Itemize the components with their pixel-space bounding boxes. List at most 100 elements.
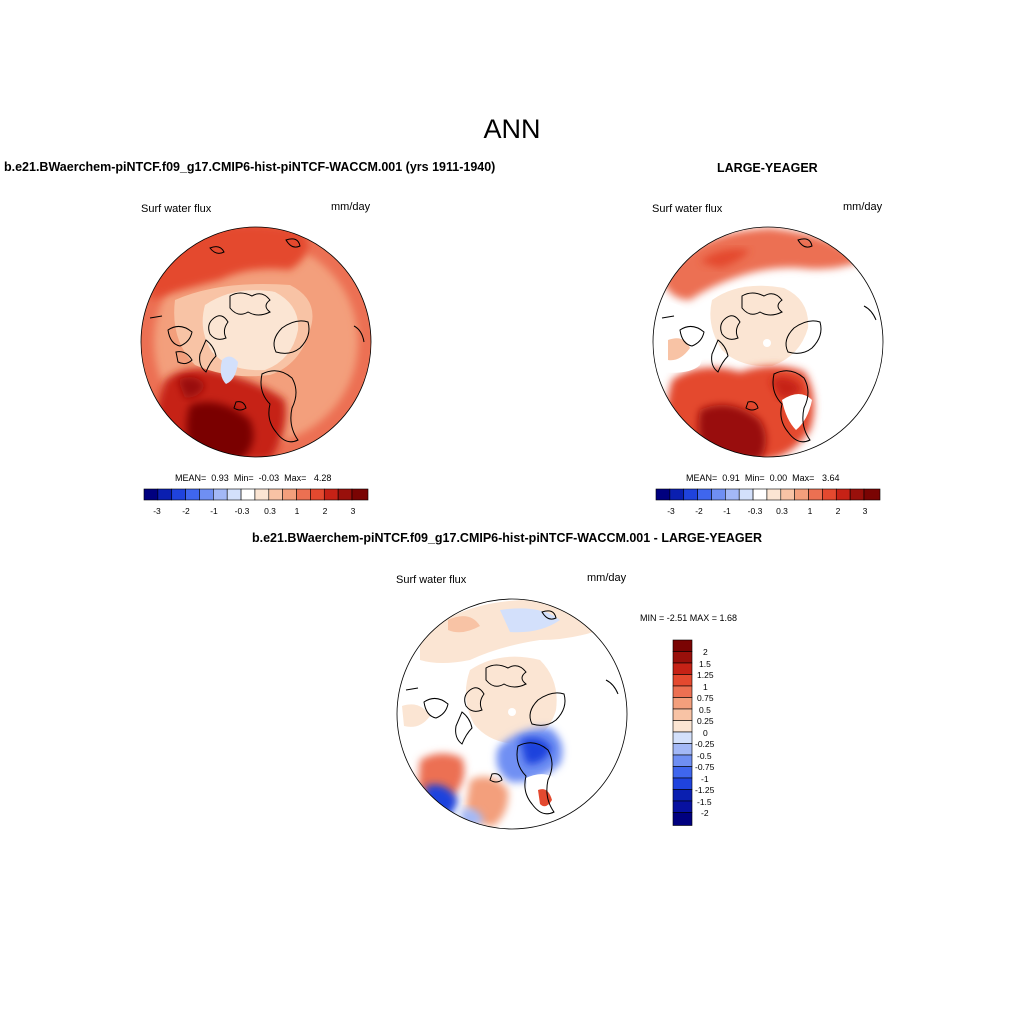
test-colorbar-label: 1	[294, 506, 300, 516]
diff-colorbar-swatch	[672, 639, 693, 652]
obs-colorbar-label: -2	[695, 506, 703, 516]
diff-colorbar-swatch	[672, 812, 693, 826]
diff-colorbar-swatch	[672, 800, 693, 813]
obs-colorbar-swatch	[849, 488, 865, 501]
test-colorbar-swatch	[268, 488, 283, 501]
test-colorbar-label: 0.3	[264, 506, 276, 516]
diff-colorbar-swatch	[672, 754, 693, 767]
diff-colorbar-label: -0.25	[695, 739, 715, 749]
test-colorbar-label: -1	[210, 506, 218, 516]
obs-colorbar-label: 0.3	[776, 506, 788, 516]
test-colorbar-swatch	[143, 488, 159, 501]
diff-colorbar-swatch	[672, 662, 693, 675]
obs-units-label: mm/day	[843, 201, 883, 213]
obs-colorbar-swatch	[725, 488, 740, 501]
test-units-label: mm/day	[331, 201, 371, 213]
diff-minmax: MIN = -2.51 MAX = 1.68	[640, 613, 738, 623]
test-colorbar-swatch	[296, 488, 311, 501]
obs-colorbar-swatch	[822, 488, 837, 501]
obs-colorbar-swatch	[766, 488, 782, 501]
test-colorbar-swatch	[310, 488, 325, 501]
obs-colorbar-swatch	[669, 488, 685, 501]
obs-colorbar-swatch	[711, 488, 726, 501]
diff-case-title: b.e21.BWaerchem-piNTCF.f09_g17.CMIP6-his…	[252, 531, 763, 545]
diff-colorbar-label: 1	[703, 682, 708, 692]
diff-colorbar-swatch	[672, 651, 693, 664]
test-min-label: Min=	[233, 473, 254, 483]
diff-colorbar-label: -2	[701, 808, 709, 818]
obs-max-value: 3.64	[821, 473, 840, 483]
test-polar-map	[140, 226, 372, 458]
obs-colorbar-swatch	[752, 488, 768, 501]
obs-colorbar-swatch	[655, 488, 671, 501]
test-stats: MEAN= 0.93 Min= -0.03 Max= 4.28	[175, 473, 331, 483]
test-variable-label: Surf water flux	[141, 203, 212, 215]
diff-colorbar-label: 1.5	[699, 659, 711, 669]
diff-polar-map	[396, 598, 628, 830]
diff-colorbar-swatch	[672, 731, 693, 744]
diff-colorbar-label: -1	[701, 774, 709, 784]
main-title: ANN	[483, 114, 541, 144]
diff-colorbar-swatch	[672, 685, 693, 698]
diff-variable-label: Surf water flux	[396, 574, 467, 586]
diff-colorbar-swatch	[672, 674, 693, 687]
diff-colorbar-swatch	[672, 708, 693, 721]
test-colorbar-swatch	[171, 488, 186, 501]
diff-colorbar-label: 0.75	[697, 693, 714, 703]
diff-colorbar-label: -1.25	[695, 785, 715, 795]
obs-polar-map	[652, 226, 884, 458]
obs-colorbar-swatch	[780, 488, 795, 501]
test-colorbar-label: -3	[153, 506, 161, 516]
test-coastlines	[149, 238, 365, 443]
obs-colorbar-label: -3	[667, 506, 675, 516]
diff-colorbar-swatch	[672, 743, 693, 756]
test-colorbar-swatch	[226, 488, 242, 501]
diff-colorbar-label: -1.5	[697, 797, 712, 807]
obs-min-label: Min=	[744, 473, 765, 483]
obs-min-value: 0.00	[769, 473, 788, 483]
test-max-value: 4.28	[313, 473, 332, 483]
diff-colorbar-label: 2	[703, 647, 708, 657]
obs-colorbar-swatch	[738, 488, 754, 501]
obs-colorbar-label: -1	[723, 506, 731, 516]
obs-colorbar-swatch	[683, 488, 698, 501]
test-colorbar-swatch	[351, 488, 369, 501]
obs-case-title: LARGE-YEAGER	[717, 161, 818, 175]
test-max-label: Max=	[284, 473, 307, 483]
obs-max-label: Max=	[792, 473, 815, 483]
test-mean-value: 0.93	[211, 473, 229, 483]
diff-colorbar-label: 0.25	[697, 716, 714, 726]
obs-colorbar-label: 1	[807, 506, 813, 516]
obs-coastlines	[661, 238, 877, 443]
test-colorbar-swatch	[254, 488, 270, 501]
obs-colorbar-swatch	[835, 488, 851, 501]
test-case-title: b.e21.BWaerchem-piNTCF.f09_g17.CMIP6-his…	[4, 160, 496, 174]
test-colorbar-swatch	[199, 488, 214, 501]
diff-colorbar-label: 0.5	[699, 705, 711, 715]
test-colorbar-label: 2	[322, 506, 328, 516]
test-min-value: -0.03	[258, 473, 280, 483]
diff-colorbar-label: 0	[703, 728, 708, 738]
test-colorbar-swatch	[213, 488, 228, 501]
diff-units-label: mm/day	[587, 572, 627, 584]
obs-colorbar-label: 3	[862, 506, 868, 516]
diff-colorbar-swatch	[672, 697, 693, 710]
diff-colorbar	[672, 639, 693, 826]
obs-variable-label: Surf water flux	[652, 203, 723, 215]
test-colorbar-label: -0.3	[234, 506, 250, 516]
diff-colorbar-swatch	[672, 777, 693, 790]
diff-colorbar-swatch	[672, 766, 693, 779]
test-colorbar-swatch	[240, 488, 256, 501]
diff-colorbar-swatch	[672, 720, 693, 733]
test-colorbar-swatch	[185, 488, 200, 501]
test-colorbar-label: 3	[350, 506, 356, 516]
test-colorbar-swatch	[157, 488, 173, 501]
obs-colorbar	[655, 488, 881, 501]
obs-colorbar-label: -0.3	[747, 506, 763, 516]
obs-mean-value: 0.91	[722, 473, 740, 483]
obs-stats: MEAN= 0.91 Min= 0.00 Max= 3.64	[686, 473, 839, 483]
test-colorbar-swatch	[337, 488, 353, 501]
test-colorbar	[143, 488, 369, 501]
test-colorbar-swatch	[323, 488, 339, 501]
